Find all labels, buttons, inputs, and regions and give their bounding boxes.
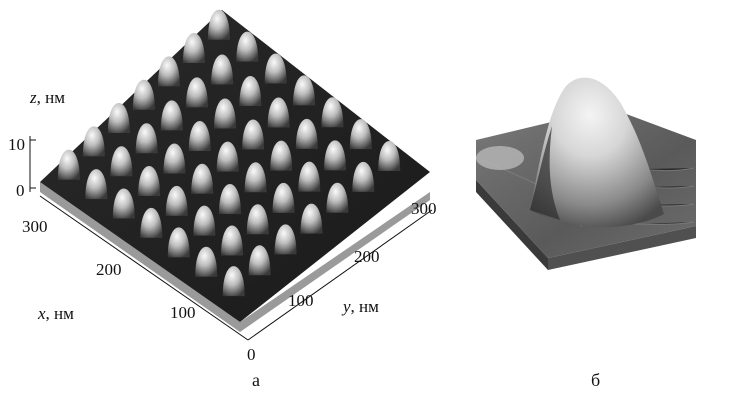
surface-a-bump <box>378 140 401 171</box>
surface-a-bump <box>349 119 372 150</box>
surface-b-side-bump <box>476 146 524 170</box>
surface-a-bump <box>163 143 186 174</box>
panel-b-caption: б <box>591 370 600 390</box>
surface-a-bump <box>167 227 190 258</box>
surface-b-left-wall <box>476 180 548 270</box>
surface-a-bump <box>326 182 349 213</box>
surface-a-bump <box>211 54 234 85</box>
y-tick-label-200: 200 <box>354 247 380 266</box>
surface-a-bump <box>85 169 108 200</box>
surface-a-bump <box>132 79 155 110</box>
surface-a-bump <box>220 225 243 256</box>
surface-b-peak-shadow <box>530 126 560 220</box>
surface-a-bump <box>157 56 180 87</box>
surface-a-bump <box>107 103 130 134</box>
surface-a-bump <box>267 97 290 128</box>
surface-a-bump <box>352 161 375 192</box>
surface-a-bump <box>110 146 133 177</box>
surface-b-peak <box>530 77 664 228</box>
surface-a-bump <box>270 140 293 171</box>
surface-a-bump <box>165 185 188 216</box>
surface-a-bump <box>57 149 80 180</box>
surface-a-bump <box>160 100 183 131</box>
surface-a-bump <box>236 31 259 62</box>
x-tick-label-0: 0 <box>247 345 256 364</box>
surface-a-bump <box>295 118 318 149</box>
y-tick-label-300: 300 <box>411 199 437 218</box>
x-tick-label-100: 100 <box>170 303 196 322</box>
z-axis-label: z, нм <box>29 88 65 107</box>
surface-a-bump <box>324 140 347 171</box>
surface-a-bump <box>216 141 239 172</box>
surface-a-bump <box>242 119 265 150</box>
x-axis-line <box>39 195 249 341</box>
surface-a-bumps <box>57 9 401 297</box>
surface-a-bump <box>218 183 241 214</box>
surface-a-bump <box>207 9 230 40</box>
x-tick-label-300: 300 <box>22 217 48 236</box>
surface-a-bump <box>214 98 237 129</box>
surface-b-front-wall <box>548 226 696 270</box>
surface-a-bump <box>274 224 297 255</box>
surface-a-bump <box>244 162 267 193</box>
surface-a-bump <box>272 182 295 213</box>
panel-a-surface <box>40 9 430 332</box>
x-axis-label: x, нм <box>37 304 74 323</box>
surface-a-bump <box>191 163 214 194</box>
x-tick-label-200: 200 <box>96 260 122 279</box>
surface-a-bump <box>135 123 158 154</box>
surface-a-bump <box>185 77 208 108</box>
y-axis-label: y, нм <box>341 297 379 316</box>
panel-b-surface <box>476 77 696 270</box>
y-tick-label-100: 100 <box>288 291 314 310</box>
surface-a-bump <box>138 166 161 197</box>
surface-a-bump <box>298 161 321 192</box>
surface-a-bump <box>293 75 316 106</box>
panel-a-caption: а <box>252 370 260 390</box>
y-axis-line <box>247 209 433 341</box>
surface-a-bump <box>321 97 344 128</box>
surface-a-bump <box>239 75 262 106</box>
panel-a-axes <box>29 136 433 341</box>
surface-a-bump <box>246 204 269 235</box>
surface-a-bump <box>188 120 211 151</box>
surface-a-bump <box>264 53 287 84</box>
z-tick-label-10: 10 <box>8 135 25 154</box>
surface-a-bump <box>112 188 135 219</box>
surface-a-bump <box>193 205 216 236</box>
surface-a-bump <box>195 246 218 277</box>
surface-a-bump <box>182 33 205 64</box>
surface-a-bump <box>300 203 323 234</box>
surface-a-bump <box>248 245 271 276</box>
surface-a-bump <box>82 126 105 157</box>
surface-a-bump <box>222 266 245 297</box>
surface-a-bump <box>140 207 163 238</box>
panel-a-labels: z, нм 10 0 300 200 100 0 x, нм 100 200 3… <box>8 88 437 390</box>
z-tick-label-0: 0 <box>16 181 25 200</box>
